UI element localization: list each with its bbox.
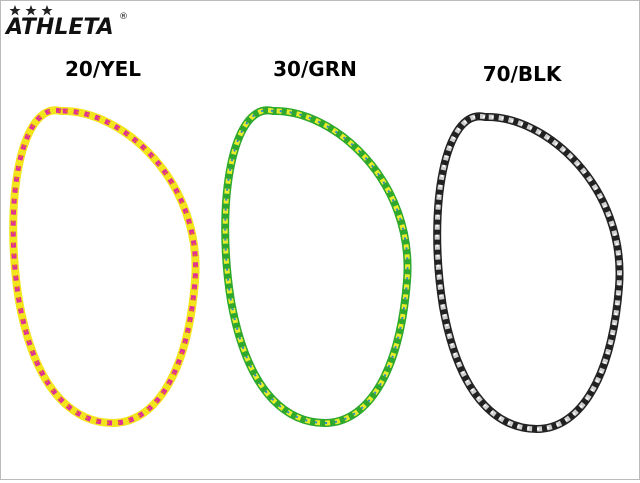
necklace-yellow: [13, 110, 195, 423]
necklace-black: [437, 116, 619, 429]
logo-stars: [9, 5, 53, 16]
logo: ATHLETA ®: [4, 5, 128, 40]
logo-registered: ®: [119, 12, 128, 22]
product-label: 70/BLK: [483, 62, 563, 86]
necklace-green: [225, 110, 407, 423]
product-label: 20/YEL: [65, 57, 141, 81]
product-label: 30/GRN: [273, 57, 357, 81]
logo-text: ATHLETA: [4, 15, 114, 40]
